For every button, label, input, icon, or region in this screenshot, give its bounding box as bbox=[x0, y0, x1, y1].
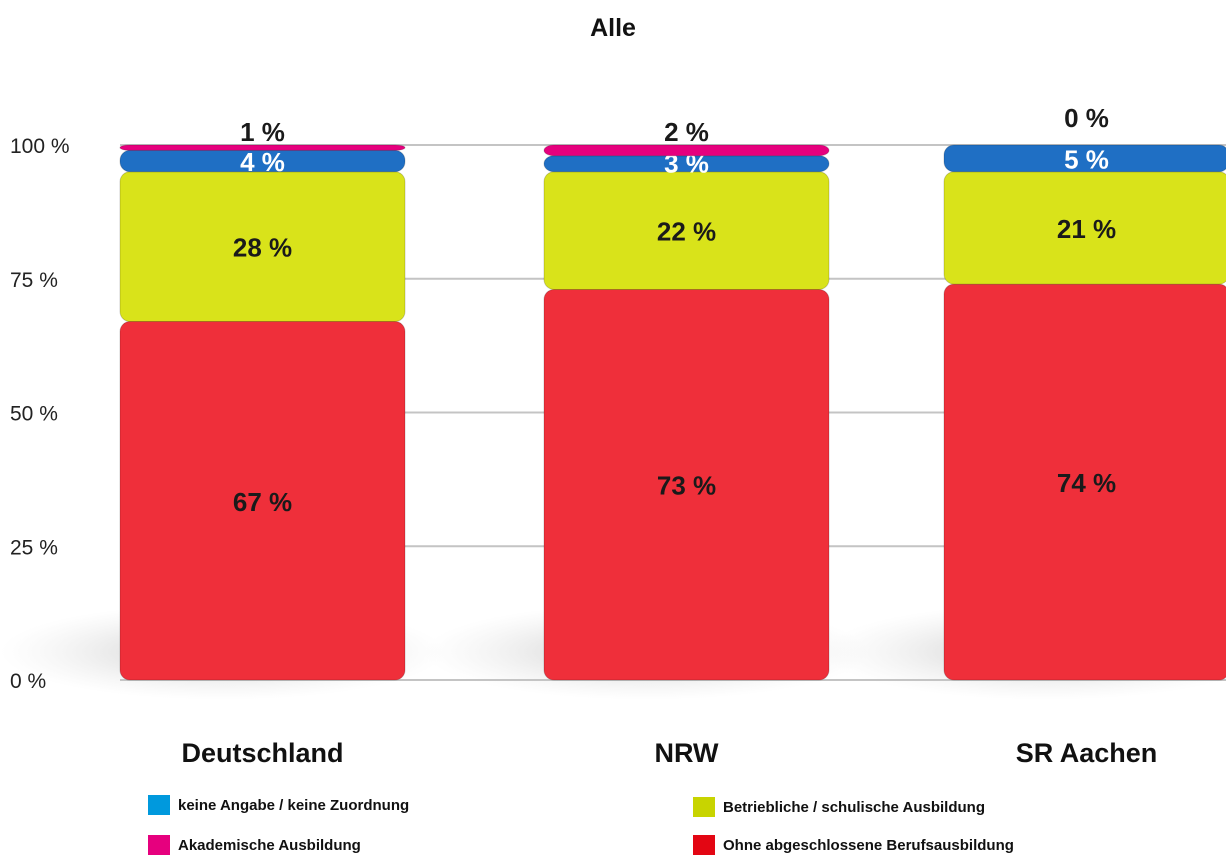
y-tick-label: 25 % bbox=[10, 536, 58, 559]
legend-label: Akademische Ausbildung bbox=[178, 836, 361, 854]
legend-label: Ohne abgeschlossene Berufsausbildung bbox=[723, 836, 1014, 854]
data-label: 2 % bbox=[664, 117, 709, 147]
bar-segment bbox=[543, 144, 830, 157]
legend-swatch-betriebliche bbox=[693, 797, 715, 817]
chart-title: Alle bbox=[590, 14, 636, 42]
data-label: 28 % bbox=[233, 233, 292, 263]
legend-item-akademische: Akademische Ausbildung bbox=[148, 835, 361, 855]
data-label: 21 % bbox=[1057, 214, 1116, 244]
data-label: 22 % bbox=[657, 217, 716, 247]
data-label: 1 % bbox=[240, 117, 285, 147]
y-tick-label: 75 % bbox=[10, 269, 58, 292]
data-label: 67 % bbox=[233, 487, 292, 517]
data-label: 4 % bbox=[240, 147, 285, 177]
data-label: 73 % bbox=[657, 471, 716, 501]
category-label-layer: Deutschland NRW SR Aachen bbox=[181, 738, 1157, 768]
y-tick-label: 50 % bbox=[10, 403, 58, 426]
legend-swatch-keine-angabe bbox=[148, 795, 170, 815]
category-label: SR Aachen bbox=[1016, 738, 1158, 768]
y-tick-layer: 0 %25 %50 %75 %100 % bbox=[10, 135, 70, 693]
legend-label: keine Angabe / keine Zuordnung bbox=[178, 796, 410, 814]
bar-segment bbox=[119, 144, 406, 151]
legend-item-betriebliche: Betriebliche / schulische Ausbildung bbox=[693, 797, 985, 817]
data-label: 74 % bbox=[1057, 468, 1116, 498]
legend-swatch-akademische bbox=[148, 835, 170, 855]
category-label: Deutschland bbox=[181, 738, 343, 768]
data-label: 5 % bbox=[1064, 144, 1109, 174]
bar-layer: 67 %28 %4 %1 %73 %22 %3 %2 %74 %21 %5 %0… bbox=[0, 103, 1226, 700]
y-tick-label: 100 % bbox=[10, 135, 70, 158]
legend-label: Betriebliche / schulische Ausbildung bbox=[723, 798, 985, 816]
legend-item-keine-angabe: keine Angabe / keine Zuordnung bbox=[148, 795, 409, 815]
category-label: NRW bbox=[655, 738, 720, 768]
legend-item-ohne-abschluss: Ohne abgeschlossene Berufsausbildung bbox=[693, 835, 1014, 855]
data-label: 0 % bbox=[1064, 103, 1109, 133]
bar-segment bbox=[943, 144, 1226, 173]
legend-swatch-ohne-abschluss bbox=[693, 835, 715, 855]
